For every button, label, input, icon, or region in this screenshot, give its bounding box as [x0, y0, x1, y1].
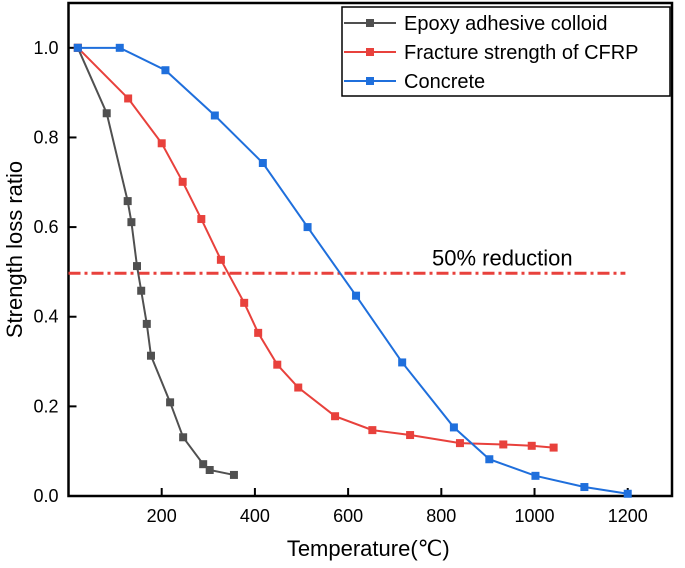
y-tick-label: 0.8 — [33, 127, 58, 147]
y-tick-label: 0.6 — [33, 217, 58, 237]
legend-marker — [366, 19, 374, 27]
data-point — [406, 431, 415, 440]
data-point — [73, 43, 82, 52]
data-point — [124, 94, 133, 103]
data-point — [398, 358, 407, 367]
data-point — [499, 440, 508, 449]
data-point — [623, 489, 632, 498]
legend-box — [341, 6, 671, 97]
data-point — [449, 423, 458, 432]
data-point — [527, 441, 536, 450]
data-point — [531, 471, 540, 480]
data-point — [205, 466, 214, 475]
data-point — [199, 460, 208, 469]
data-point — [229, 470, 238, 479]
data-point — [157, 139, 166, 148]
data-point — [127, 218, 136, 227]
data-point — [273, 360, 282, 369]
data-point — [485, 455, 494, 464]
data-point — [123, 197, 132, 206]
x-tick-label: 400 — [240, 506, 270, 526]
data-point — [142, 319, 151, 328]
data-point — [161, 66, 170, 75]
data-point — [331, 412, 340, 421]
data-point — [210, 111, 219, 120]
threshold-label: 50% reduction — [432, 245, 573, 270]
series-line-2 — [77, 46, 628, 495]
legend-marker — [366, 77, 374, 85]
data-point — [240, 298, 249, 307]
data-point — [179, 433, 188, 442]
data-point — [133, 262, 142, 271]
data-point — [455, 439, 464, 448]
y-tick-label: 0.4 — [33, 307, 58, 327]
data-point — [178, 177, 187, 186]
y-tick-label: 1.0 — [33, 38, 58, 58]
data-point — [580, 483, 589, 492]
data-point — [294, 383, 303, 392]
legend-label: Fracture strength of CFRP — [404, 42, 639, 64]
x-tick-label: 200 — [147, 506, 177, 526]
y-axis-label: Strength loss ratio — [2, 161, 27, 338]
data-point — [368, 426, 377, 435]
x-axis-label: Temperature(℃) — [287, 536, 450, 561]
y-tick-label: 0.2 — [33, 396, 58, 416]
data-point — [197, 215, 206, 224]
legend-label: Concrete — [404, 71, 485, 93]
y-tick-label: 0.0 — [33, 486, 58, 506]
data-point — [258, 159, 267, 168]
x-tick-label: 1000 — [514, 506, 554, 526]
data-point — [352, 291, 361, 300]
data-point — [216, 255, 225, 264]
data-point — [137, 286, 146, 295]
x-tick-label: 800 — [426, 506, 456, 526]
data-point — [303, 223, 312, 232]
data-point — [254, 328, 263, 337]
legend-label: Epoxy adhesive colloid — [404, 13, 607, 35]
data-point — [166, 398, 175, 407]
plot-frame — [67, 1, 674, 498]
data-point — [102, 109, 111, 118]
x-tick-label: 1200 — [608, 506, 648, 526]
data-point — [549, 443, 558, 452]
data-point — [115, 43, 124, 52]
data-point — [146, 351, 155, 360]
x-tick-label: 600 — [333, 506, 363, 526]
legend-marker — [366, 48, 374, 56]
